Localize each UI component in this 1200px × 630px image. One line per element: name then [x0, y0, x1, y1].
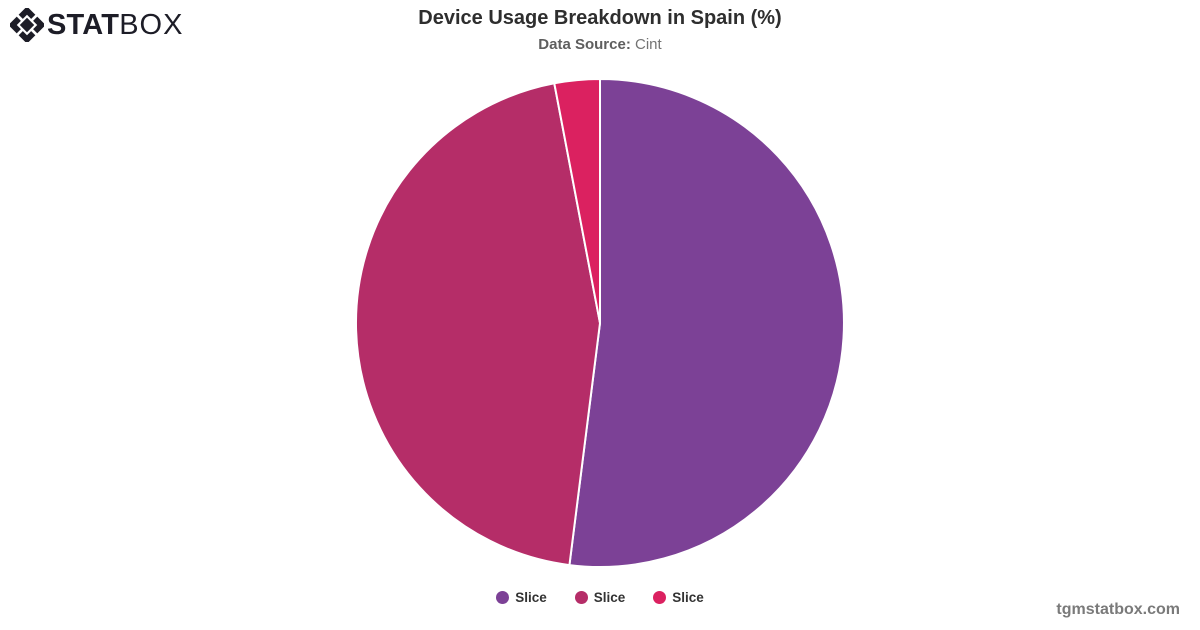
chart-legend: Slice Slice Slice: [0, 590, 1200, 605]
chart-title: Device Usage Breakdown in Spain (%): [418, 7, 782, 29]
data-source-label: Data Source:: [538, 36, 631, 53]
legend-marker-icon: [653, 591, 667, 604]
statbox-logo: STATBOX: [10, 8, 183, 42]
logo-text-stat: STAT: [47, 9, 120, 41]
legend-item[interactable]: Slice: [574, 590, 626, 605]
legend-marker-icon: [496, 591, 510, 604]
data-source-value: Cint: [635, 36, 662, 53]
chart-subtitle: Data Source: Cint: [0, 35, 1200, 54]
pie-slice[interactable]: [568, 78, 845, 568]
pie-slice[interactable]: [355, 82, 601, 567]
legend-marker-icon: [574, 591, 588, 604]
pie-slice[interactable]: [553, 78, 601, 324]
legend-item[interactable]: Slice: [653, 590, 704, 605]
statbox-logo-text: STATBOX: [47, 9, 183, 41]
legend-item[interactable]: Slice: [496, 590, 547, 605]
legend-item-label: Slice: [593, 590, 626, 605]
logo-text-box: BOX: [119, 9, 184, 41]
statbox-logo-icon: [10, 8, 44, 42]
watermark: tgmstatbox.com: [1056, 601, 1180, 618]
legend-item-label: Slice: [515, 590, 547, 605]
legend-item-label: Slice: [672, 590, 704, 605]
